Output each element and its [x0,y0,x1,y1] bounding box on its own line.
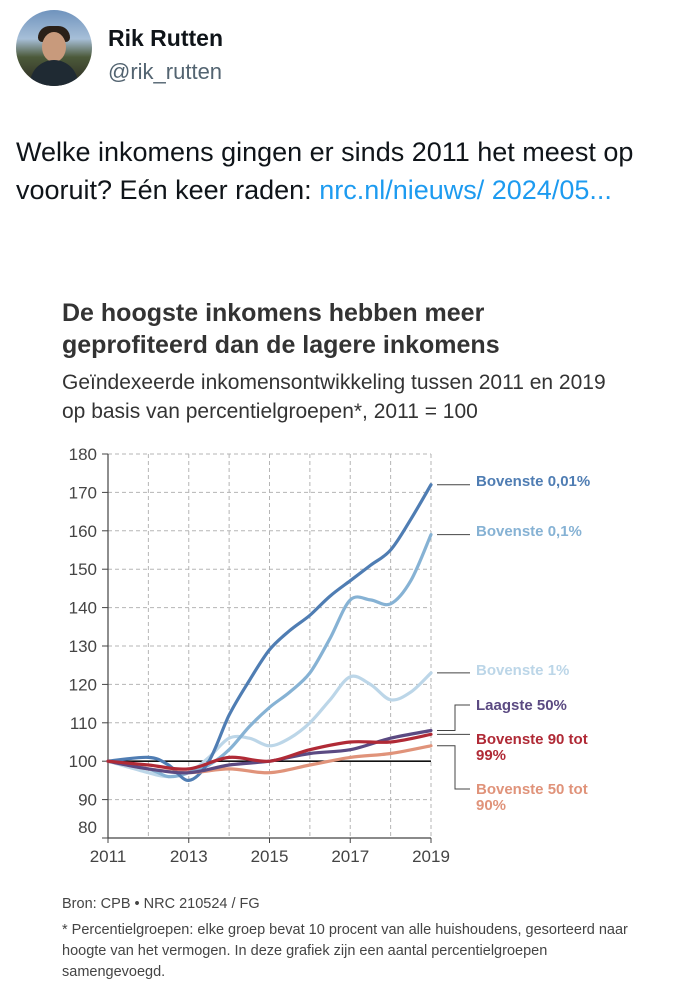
y-tick-label: 160 [69,522,97,541]
legend-label: Laagste 50% [476,697,567,714]
legend-label: Bovenste 1% [476,662,569,679]
y-tick-label: 150 [69,560,97,579]
tweet-link[interactable]: nrc.nl/nieuws/ 2024/05... [319,175,612,205]
chart-card[interactable]: De hoogste inkomens hebben meer geprofit… [24,272,660,1000]
y-tick-label: 180 [69,445,97,464]
legend-label: Bovenste 50 tot [476,781,588,798]
tweet-body: Welke inkomens gingen er sinds 2011 het … [16,137,634,205]
chart-subtitle: Geïndexeerde inkomensontwikkeling tussen… [62,371,606,423]
y-tick-label: 140 [69,599,97,618]
y-tick-label: 110 [70,714,97,733]
legend-label: Bovenste 0,1% [476,523,582,540]
chart-grid [107,453,432,838]
legend-label: 90% [476,797,506,814]
chart-source: Bron: CPB • NRC 210524 / FG [62,896,260,912]
chart-axes: 80 90 100 110 120 130 140 150 160 170 180 2011 2013 2… [69,445,450,866]
x-tick-label: 2019 [412,847,450,866]
x-tick-label: 2015 [251,847,289,866]
y-tick-label: 90 [78,791,97,810]
legend-leader [437,704,470,731]
author-handle[interactable]: @rik_rutten [108,59,223,84]
y-tick-label: 130 [69,637,97,656]
chart-legend: Bovenste 0,01% Bovenste 0,1% Bovenste 1% La… [437,473,590,814]
y-tick-label: 120 [69,675,97,694]
avatar-face [42,32,66,62]
x-tick-label: 2011 [90,847,127,866]
legend-leader [437,745,470,790]
avatar[interactable] [16,10,92,86]
legend-label: Bovenste 90 tot [476,731,588,748]
series-line [106,732,433,771]
legend-label: 99% [476,747,506,764]
legend-label: Bovenste 0,01% [476,473,590,490]
author-name[interactable]: Rik Rutten [108,25,223,51]
chart-title: De hoogste inkomens hebben meer geprofit… [62,299,500,359]
tweet-text: Welke inkomens gingen er sinds 2011 het … [16,133,666,209]
chart-series [106,483,433,782]
x-tick-label: 2017 [331,847,369,866]
x-tick-label: 2013 [170,847,208,866]
y-tick-label: 80 [78,818,97,837]
y-tick-label: 170 [69,483,97,502]
series-line [106,483,433,782]
y-tick-label: 100 [69,752,97,771]
line-chart: 80 90 100 110 120 130 140 150 160 170 180 2011 2013 2… [69,445,591,866]
avatar-body [30,60,78,86]
chart-footnote: * Percentielgroepen: elke groep bevat 10… [62,922,628,980]
